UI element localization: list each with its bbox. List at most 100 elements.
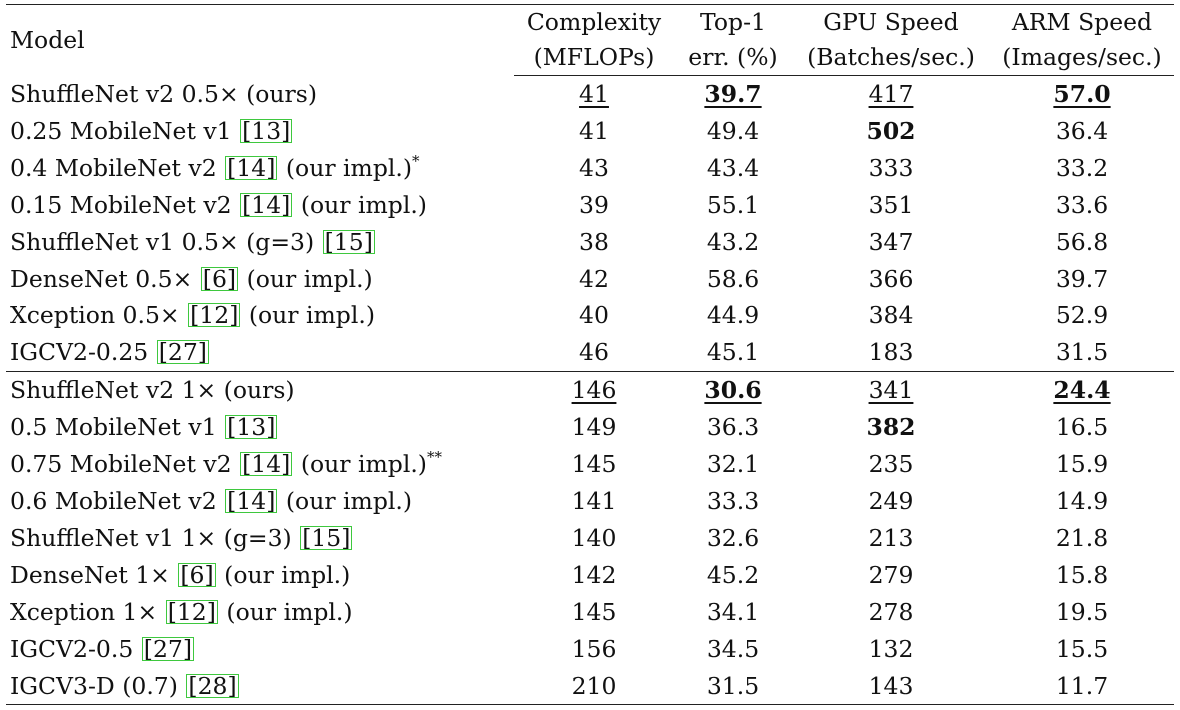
gpu-speed-cell: 183	[792, 334, 990, 371]
top1-error-cell-value: 33.3	[706, 486, 760, 515]
model-name: IGCV2-0.5	[10, 634, 134, 663]
table-row: DenseNet 0.5× [6] (our impl.) 42 58.6 366 39…	[6, 261, 1174, 298]
citation-link[interactable]: [6]	[200, 264, 239, 293]
gpu-speed-cell: 249	[792, 483, 990, 520]
gpu-speed-cell-value: 279	[868, 560, 914, 589]
model-name: 0.5 MobileNet v1	[10, 413, 217, 442]
gpu-speed-cell-value: 417	[868, 80, 914, 108]
top1-error-cell: 34.1	[674, 594, 792, 631]
model-name: 0.75 MobileNet v2	[10, 450, 232, 479]
citation-number: 27	[167, 338, 198, 367]
model-impl-note: (our impl.)	[248, 301, 375, 330]
citation-link[interactable]: [6]	[178, 560, 216, 589]
gpu-speed-cell: 382	[792, 409, 990, 446]
table-row: IGCV2-0.5 [27] 156 34.5 132 15.5	[6, 631, 1174, 668]
model-cell: 0.75 MobileNet v2 [14] (our impl.)**	[6, 446, 514, 483]
model-cell: ShuffleNet v1 1× (g=3) [15]	[6, 520, 514, 557]
model-name: 0.15 MobileNet v2	[10, 190, 232, 219]
complexity-cell-value: 146	[571, 376, 617, 405]
arm-speed-cell: 15.5	[990, 631, 1174, 668]
model-impl-note: (our impl.)	[300, 190, 427, 219]
citation-link[interactable]: [12]	[165, 597, 218, 626]
arm-speed-cell: 33.6	[990, 187, 1174, 224]
citation-link[interactable]: [13]	[225, 413, 278, 442]
footnote-marker: *	[412, 151, 420, 170]
citation-link[interactable]: [15]	[300, 523, 353, 552]
arm-speed-cell-value: 15.9	[1055, 450, 1109, 479]
citation-link[interactable]: [27]	[156, 338, 209, 367]
complexity-cell: 146	[514, 371, 674, 410]
model-name: DenseNet 0.5×	[10, 264, 193, 293]
gpu-speed-cell-value: 502	[866, 116, 916, 145]
citation-number: 6	[189, 560, 205, 589]
gpu-speed-cell-value: 143	[868, 671, 914, 700]
top1-error-cell: 43.2	[674, 224, 792, 261]
table-row: ShuffleNet v1 0.5× (g=3) [15] 38 43.2 347 56…	[6, 224, 1174, 261]
complexity-cell: 38	[514, 224, 674, 261]
header-top1-line2: err. (%)	[674, 40, 792, 76]
citation-link[interactable]: [12]	[188, 301, 241, 330]
citation-link[interactable]: [28]	[186, 671, 239, 700]
top1-error-cell: 58.6	[674, 261, 792, 298]
complexity-cell-value: 38	[579, 227, 609, 256]
complexity-cell-value: 42	[579, 264, 609, 293]
top1-error-cell: 55.1	[674, 187, 792, 224]
model-name: ShuffleNet v2 1× (ours)	[10, 376, 295, 405]
arm-speed-cell: 31.5	[990, 334, 1174, 371]
gpu-speed-cell-value: 213	[868, 523, 914, 552]
citation-link[interactable]: [13]	[240, 116, 293, 145]
complexity-cell-value: 142	[571, 560, 617, 589]
model-cell: IGCV3-D (0.7) [28]	[6, 667, 514, 706]
arm-speed-cell-value: 15.8	[1055, 560, 1109, 589]
top1-error-cell-value: 31.5	[706, 671, 760, 700]
top1-error-cell-value: 34.1	[706, 597, 760, 626]
gpu-speed-cell-value: 249	[868, 486, 914, 515]
model-cell: Xception 0.5× [12] (our impl.)	[6, 297, 514, 334]
gpu-speed-cell: 213	[792, 520, 990, 557]
complexity-cell: 42	[514, 261, 674, 298]
citation-link[interactable]: [14]	[240, 190, 293, 219]
model-name: 0.6 MobileNet v2	[10, 486, 217, 515]
complexity-cell: 140	[514, 520, 674, 557]
arm-speed-cell: 15.8	[990, 557, 1174, 594]
footnote-marker: **	[426, 448, 442, 467]
citation-link[interactable]: [15]	[322, 227, 375, 256]
complexity-cell: 46	[514, 334, 674, 371]
complexity-cell: 149	[514, 409, 674, 446]
citation-number: 14	[236, 153, 267, 182]
gpu-speed-cell-value: 384	[868, 301, 914, 330]
arm-speed-cell: 52.9	[990, 297, 1174, 334]
model-cell: 0.25 MobileNet v1 [13]	[6, 113, 514, 150]
arm-speed-cell: 57.0	[990, 76, 1174, 113]
model-cell: 0.15 MobileNet v2 [14] (our impl.)	[6, 187, 514, 224]
gpu-speed-cell: 143	[792, 667, 990, 706]
header-top1-line1: Top-1	[674, 4, 792, 40]
citation-number: 15	[333, 227, 364, 256]
model-impl-note: (our impl.)	[224, 560, 351, 589]
model-cell: Xception 1× [12] (our impl.)	[6, 594, 514, 631]
arm-speed-cell-value: 11.7	[1055, 671, 1109, 700]
complexity-cell-value: 40	[579, 301, 609, 330]
citation-link[interactable]: [14]	[225, 153, 278, 182]
citation-link[interactable]: [14]	[225, 486, 278, 515]
gpu-speed-cell: 351	[792, 187, 990, 224]
complexity-cell-value: 41	[579, 80, 609, 108]
top1-error-cell: 45.1	[674, 334, 792, 371]
header-arm-line1: ARM Speed	[990, 4, 1174, 40]
arm-speed-cell-value: 21.8	[1055, 523, 1109, 552]
model-cell: 0.6 MobileNet v2 [14] (our impl.)	[6, 483, 514, 520]
arm-speed-cell: 36.4	[990, 113, 1174, 150]
gpu-speed-cell: 132	[792, 631, 990, 668]
model-name: ShuffleNet v2 0.5× (ours)	[10, 79, 318, 108]
complexity-cell-value: 156	[571, 634, 617, 663]
top1-error-cell: 45.2	[674, 557, 792, 594]
top1-error-cell: 36.3	[674, 409, 792, 446]
citation-number: 13	[251, 116, 282, 145]
model-impl-note: (our impl.)	[246, 264, 373, 293]
top1-error-cell-value: 32.1	[706, 450, 760, 479]
citation-link[interactable]: [27]	[141, 634, 195, 663]
citation-link[interactable]: [14]	[240, 450, 293, 479]
model-impl-note: (our impl.)	[285, 153, 413, 182]
citation-number: 13	[236, 413, 267, 442]
complexity-cell: 210	[514, 667, 674, 706]
